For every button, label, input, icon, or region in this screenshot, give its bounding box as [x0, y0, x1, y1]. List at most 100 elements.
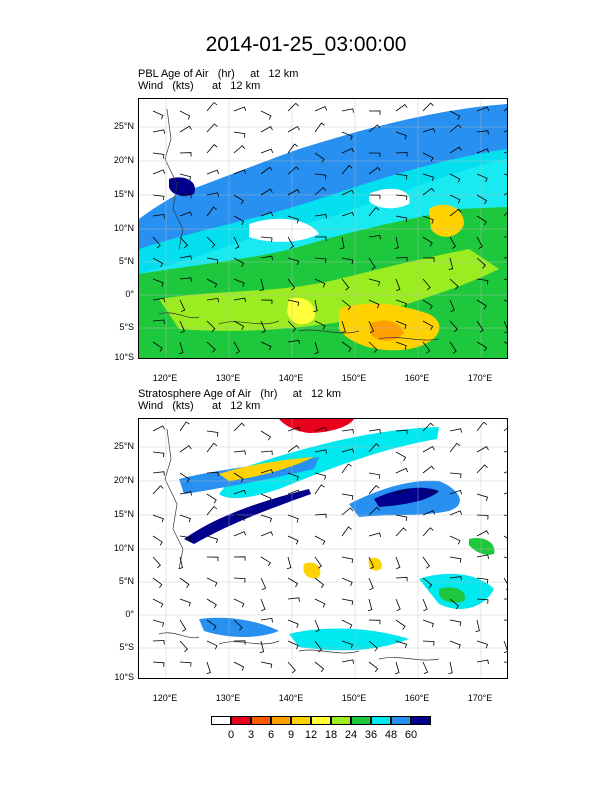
wind-barb	[341, 131, 353, 141]
wind-barb	[206, 535, 218, 544]
wind-barb	[314, 426, 328, 432]
wind-barb	[314, 661, 325, 673]
wind-barb	[179, 173, 192, 181]
wind-barb	[206, 297, 219, 303]
legend-swatch	[371, 716, 391, 725]
wind-barb	[341, 165, 353, 175]
wind-barb	[422, 422, 434, 432]
wind-barb	[449, 341, 457, 354]
wind-barb	[260, 236, 273, 242]
wind-barb	[314, 598, 326, 608]
wind-barb	[368, 506, 380, 516]
legend-swatch	[291, 716, 311, 725]
wind-barb	[422, 215, 434, 224]
wind-barb	[233, 489, 247, 495]
wind-barb	[422, 598, 428, 612]
legend-label-48: 48	[384, 729, 398, 741]
wind-barb	[368, 257, 376, 270]
wind-barb	[368, 443, 380, 453]
wind-barb	[287, 215, 300, 224]
wind-barb	[152, 236, 161, 249]
legend-label-12: 12	[304, 729, 318, 741]
p2-lat-5s: 5°S	[119, 642, 134, 652]
wind-barb	[368, 124, 381, 133]
wind-barb	[206, 619, 217, 630]
wind-barb	[422, 661, 429, 675]
wind-barb	[260, 577, 267, 591]
wind-barb	[233, 514, 246, 522]
wind-barb	[422, 619, 434, 628]
wind-barb	[314, 484, 325, 495]
wind-barb	[287, 426, 301, 432]
p1-lon-150: 150°E	[341, 373, 367, 383]
wind-barb	[179, 125, 192, 133]
legend-label-60: 60	[404, 729, 418, 741]
wind-barb	[287, 489, 301, 495]
p2-lon-170: 170°E	[467, 693, 493, 703]
wind-barb	[476, 446, 489, 453]
strat-region-3	[279, 419, 354, 433]
wind-barb	[449, 146, 462, 154]
wind-barb	[395, 598, 401, 612]
wind-barb	[260, 299, 273, 305]
wind-barb	[152, 535, 163, 546]
wind-barb	[152, 640, 165, 645]
wind-barb	[179, 577, 190, 588]
wind-barb	[287, 597, 300, 602]
legend-label-3: 3	[247, 729, 255, 741]
wind-barb	[206, 430, 219, 437]
wind-barb	[341, 577, 353, 587]
wind-barb	[314, 513, 327, 519]
wind-barb	[422, 320, 434, 331]
wind-barb	[395, 131, 407, 140]
wind-barb	[422, 577, 433, 589]
wind-barb	[206, 257, 219, 264]
wind-barb	[179, 640, 188, 653]
wind-barb	[341, 640, 353, 649]
legend-label-9: 9	[287, 729, 295, 741]
wind-barb	[206, 442, 218, 453]
p1-lat-10s: 10°S	[114, 352, 134, 362]
wind-barb	[287, 143, 298, 154]
wind-barb	[206, 556, 219, 562]
wind-barb	[233, 472, 244, 483]
wind-barb	[422, 187, 435, 196]
wind-barb	[206, 169, 220, 175]
wind-barb	[260, 126, 273, 133]
wind-barb	[179, 491, 192, 496]
wind-barb	[341, 526, 352, 537]
legend-swatch	[231, 716, 251, 725]
wind-barb	[422, 490, 436, 495]
wind-barb	[503, 577, 507, 590]
wind-barb	[178, 341, 184, 355]
wind-barb	[503, 320, 507, 334]
wind-barb	[503, 640, 507, 654]
wind-barb	[394, 236, 399, 249]
wind-barb	[476, 493, 489, 502]
p2-lat-10s: 10°S	[114, 672, 134, 682]
wind-barb	[260, 531, 274, 537]
wind-barb	[179, 514, 191, 523]
wind-barb	[287, 236, 295, 249]
wind-barb	[152, 577, 163, 589]
wind-barb	[260, 493, 272, 503]
wind-barb	[260, 556, 271, 567]
wind-barb	[233, 422, 245, 432]
wind-barb	[260, 320, 266, 334]
wind-barb	[179, 421, 190, 432]
pbl-coastline	[158, 108, 440, 341]
wind-barb	[395, 488, 408, 495]
wind-barb	[314, 214, 327, 219]
wind-barb	[422, 640, 435, 646]
wind-barb	[341, 556, 354, 564]
wind-barb	[260, 341, 272, 351]
wind-barb	[341, 147, 355, 154]
wind-barb	[260, 110, 272, 120]
wind-barb	[368, 532, 382, 538]
wind-barb	[341, 463, 352, 474]
wind-barb	[422, 465, 435, 474]
wind-barb	[313, 299, 318, 312]
wind-barb	[476, 659, 489, 665]
wind-barb	[368, 619, 381, 625]
wind-barb	[260, 166, 273, 175]
